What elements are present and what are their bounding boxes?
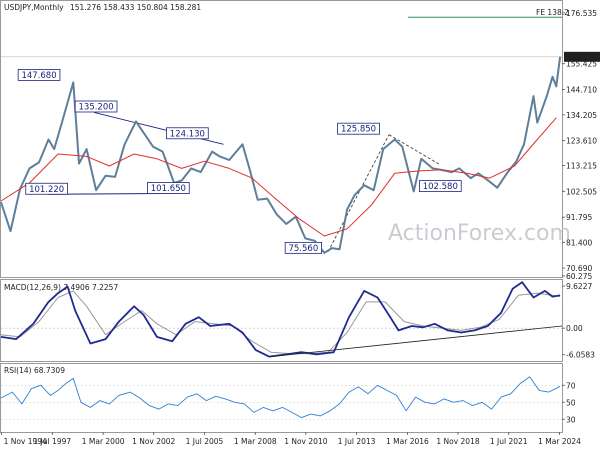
annotation-label: 125.850 — [341, 125, 376, 135]
rsi-panel-frame — [0, 363, 563, 433]
annotation-box — [418, 180, 462, 193]
x-tick-label: 1 Mar 2016 — [386, 437, 429, 446]
price-tick-label: 102.505 — [566, 187, 597, 196]
macd-tick-label: 9.6227 — [566, 282, 592, 291]
annotation-box — [25, 182, 68, 195]
price-tick-label: 60.275 — [566, 272, 592, 281]
x-tick-label: 1 Nov 2010 — [284, 437, 327, 446]
rsi-tick-label: 70 — [566, 381, 576, 390]
price-tick-label: 91.795 — [566, 213, 592, 222]
price-tick-label: 176.535 — [566, 9, 597, 18]
rsi-axis: 70 50 30 — [562, 381, 576, 424]
fe-level-label: FE 138.2 — [536, 8, 569, 17]
macd-trendline — [270, 325, 563, 358]
price-annotations: 147.680 135.200 124.130 101.220 101.650 75.56… — [17, 68, 462, 254]
chart-title: USDJPY,Monthly 151.276 158.433 150.804 1… — [4, 3, 201, 12]
macd-title: MACD(12,26,9) 7.4906 7.2257 — [4, 283, 118, 292]
macd-tick-label: -6.0583 — [566, 351, 595, 360]
annotation-label: 124.130 — [170, 129, 205, 139]
last-value-label: 158.281 — [566, 53, 597, 62]
x-tick-label: 1 Jul 2005 — [186, 437, 224, 446]
price-tick-label: 70.690 — [566, 264, 592, 273]
x-tick-label: 1 Jul 2021 — [490, 437, 528, 446]
x-tick-label: 1 Nov 2002 — [132, 437, 175, 446]
price-axis: 176.535 155.425 144.710 134.205 123.610 113.2… — [562, 9, 600, 281]
macd-axis: 9.6227 0.00 -6.0583 — [562, 282, 595, 360]
price-tick-label: 144.710 — [566, 86, 597, 95]
x-tick-label: 1 Mar 2024 — [538, 437, 581, 446]
annotation-label: 75.560 — [288, 244, 318, 254]
annotation-box — [337, 122, 380, 135]
x-tick-label: 1 Mar 2008 — [234, 437, 277, 446]
price-grid: FE 138.2 — [1, 8, 569, 58]
price-tick-label: 155.425 — [566, 60, 597, 69]
macd-tick-label: 0.00 — [566, 324, 583, 333]
annotation-box — [284, 241, 322, 254]
annotation-label: 135.200 — [79, 103, 114, 113]
price-tick-label: 81.400 — [566, 238, 592, 247]
rsi-tick-label: 50 — [566, 398, 576, 407]
watermark: ActionForex.com — [388, 221, 571, 246]
price-panel-frame — [0, 0, 563, 278]
rsi-line — [0, 376, 561, 419]
macd-panel-frame — [0, 279, 563, 362]
chart-title-symbol: USDJPY,Monthly — [4, 3, 64, 12]
rsi-title: RSI(14) 68.7309 — [4, 366, 65, 375]
rsi-tick-label: 30 — [566, 415, 576, 424]
rsi-series — [0, 376, 562, 420]
price-tick-label: 123.610 — [566, 136, 597, 145]
price-tick-label: 134.205 — [566, 111, 597, 120]
price-line — [0, 56, 562, 254]
price-tick-label: 113.215 — [566, 162, 597, 171]
annotation-box — [17, 68, 61, 81]
last-value-tag — [564, 51, 600, 62]
trendline — [327, 134, 390, 252]
x-tick-label: 1 Jul 1997 — [34, 437, 72, 446]
macd-signal-line — [0, 290, 561, 355]
annotation-box — [147, 182, 190, 194]
x-tick-label: 1 Nov 1994 — [4, 437, 47, 446]
annotation-box — [74, 100, 118, 113]
macd-line — [0, 281, 561, 358]
ohlc-readout: 151.276 158.433 150.804 158.281 — [70, 3, 201, 12]
annotation-label: 101.650 — [151, 184, 186, 194]
x-tick-label: 1 Nov 2018 — [436, 437, 479, 446]
annotation-label: 101.220 — [29, 185, 64, 195]
annotation-box — [166, 127, 209, 140]
annotation-label: 147.680 — [21, 71, 56, 81]
annotation-label: 102.580 — [423, 182, 458, 192]
x-tick-label: 1 Jul 2013 — [338, 437, 376, 446]
price-series — [0, 56, 562, 254]
moving-average-line — [0, 117, 557, 237]
x-tick-label: 1 Mar 2000 — [82, 437, 125, 446]
macd-series — [0, 281, 563, 358]
